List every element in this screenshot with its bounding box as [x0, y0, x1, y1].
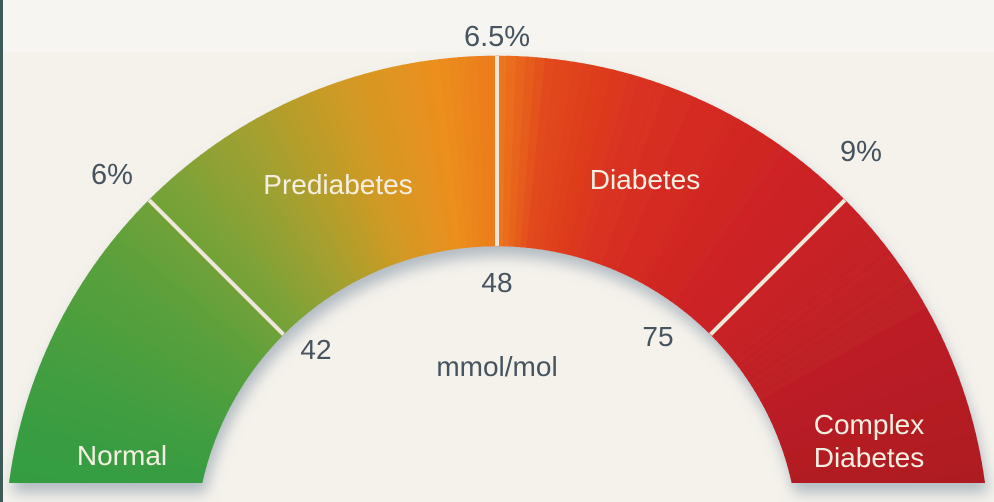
gauge-gradient-wedge — [822, 451, 983, 483]
segment-label-complex-line1: Complex — [814, 409, 924, 440]
gauge-gradient-wedge — [905, 470, 985, 483]
gauge-divider-line — [709, 198, 847, 336]
gauge-gradient-wedge — [797, 490, 987, 502]
gauge-ring — [7, 55, 987, 502]
segment-label-normal: Normal — [77, 440, 167, 471]
segment-label-complex-line2: Diabetes — [814, 442, 925, 473]
gauge-divider-line — [147, 198, 285, 336]
segment-label-prediabetes: Prediabetes — [263, 169, 412, 200]
scale-label-75: 75 — [642, 321, 673, 352]
unit-label-mmol-mol: mmol/mol — [436, 351, 557, 382]
gauge-gradient-wedge — [791, 442, 981, 483]
tick-label-6-5-percent: 6.5% — [464, 21, 530, 53]
gauge-gradient-wedge — [964, 480, 985, 483]
gauge-dividers — [147, 56, 847, 336]
tick-label-9-percent: 9% — [840, 136, 882, 168]
gauge-gradient-wedge — [7, 488, 197, 502]
gauge-gradient-wedge — [7, 498, 197, 502]
scale-label-42: 42 — [300, 334, 331, 365]
scale-label-48: 48 — [481, 267, 512, 298]
gauge-ring-shadow-group — [7, 55, 987, 502]
tick-label-6-percent: 6% — [91, 159, 133, 191]
segment-label-diabetes: Diabetes — [590, 164, 701, 195]
gauge-gradient-wedge — [790, 432, 979, 483]
